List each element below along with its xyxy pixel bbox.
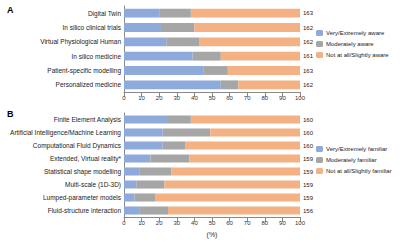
svg-text:162: 162 [303, 39, 314, 45]
svg-text:40: 40 [191, 220, 198, 226]
svg-text:100: 100 [295, 95, 306, 101]
svg-text:159: 159 [303, 169, 314, 175]
svg-text:Artificial Intelligence/Machin: Artificial Intelligence/Machine Learning [10, 129, 121, 137]
svg-text:40: 40 [191, 95, 198, 101]
svg-text:Extended, Virtual reality*: Extended, Virtual reality* [50, 155, 122, 163]
svg-text:Virtual Physiological Human: Virtual Physiological Human [40, 38, 121, 46]
svg-text:160: 160 [303, 130, 314, 136]
svg-text:20: 20 [156, 220, 163, 226]
svg-text:161: 161 [303, 53, 314, 59]
svg-text:Finite Element Analysis: Finite Element Analysis [54, 116, 122, 124]
svg-text:10: 10 [138, 220, 145, 226]
svg-text:Moderately familiar: Moderately familiar [326, 157, 377, 163]
svg-text:60: 60 [226, 220, 233, 226]
svg-text:156: 156 [303, 208, 314, 214]
svg-text:B: B [7, 109, 14, 119]
svg-text:(%): (%) [207, 231, 218, 239]
svg-text:In silico medicine: In silico medicine [72, 53, 122, 60]
svg-text:160: 160 [303, 143, 314, 149]
svg-text:100: 100 [295, 220, 306, 226]
svg-text:162: 162 [303, 82, 314, 88]
svg-text:30: 30 [173, 95, 180, 101]
svg-text:159: 159 [303, 195, 314, 201]
svg-text:Digital Twin: Digital Twin [88, 10, 122, 18]
svg-text:159: 159 [303, 182, 314, 188]
svg-text:50: 50 [209, 95, 216, 101]
svg-text:In silico clinical trials: In silico clinical trials [62, 24, 121, 31]
svg-text:20: 20 [156, 95, 163, 101]
svg-text:30: 30 [173, 220, 180, 226]
svg-text:50: 50 [209, 220, 216, 226]
svg-text:160: 160 [303, 117, 314, 123]
svg-text:Moderately aware: Moderately aware [326, 41, 374, 47]
svg-text:10: 10 [138, 95, 145, 101]
svg-text:Lumped-parameter models: Lumped-parameter models [43, 194, 122, 202]
svg-text:Patient-specific modelling: Patient-specific modelling [47, 67, 121, 75]
svg-text:Fluid-structure interaction: Fluid-structure interaction [48, 207, 122, 214]
svg-text:A: A [7, 5, 14, 15]
svg-text:163: 163 [303, 10, 314, 16]
svg-text:Personalized medicine: Personalized medicine [56, 81, 122, 88]
svg-text:Not at all/Slightly familiar: Not at all/Slightly familiar [326, 168, 392, 174]
svg-text:80: 80 [261, 95, 268, 101]
svg-text:90: 90 [279, 95, 286, 101]
svg-text:Not at all/Slightly aware: Not at all/Slightly aware [326, 52, 389, 58]
svg-text:70: 70 [244, 220, 251, 226]
svg-text:Very/Extremely aware: Very/Extremely aware [326, 30, 385, 36]
svg-text:162: 162 [303, 25, 314, 31]
svg-text:60: 60 [226, 95, 233, 101]
svg-text:90: 90 [279, 220, 286, 226]
svg-text:159: 159 [303, 156, 314, 162]
svg-text:80: 80 [261, 220, 268, 226]
svg-text:Computational Fluid Dynamics: Computational Fluid Dynamics [33, 142, 122, 150]
svg-text:0: 0 [122, 95, 126, 101]
svg-text:Multi-scale (1D-3D): Multi-scale (1D-3D) [65, 181, 121, 189]
svg-text:Very/Extremely familiar: Very/Extremely familiar [326, 146, 387, 152]
svg-text:0: 0 [122, 220, 126, 226]
svg-text:70: 70 [244, 95, 251, 101]
svg-text:Statistical shape modelling: Statistical shape modelling [44, 168, 121, 176]
svg-text:163: 163 [303, 68, 314, 74]
